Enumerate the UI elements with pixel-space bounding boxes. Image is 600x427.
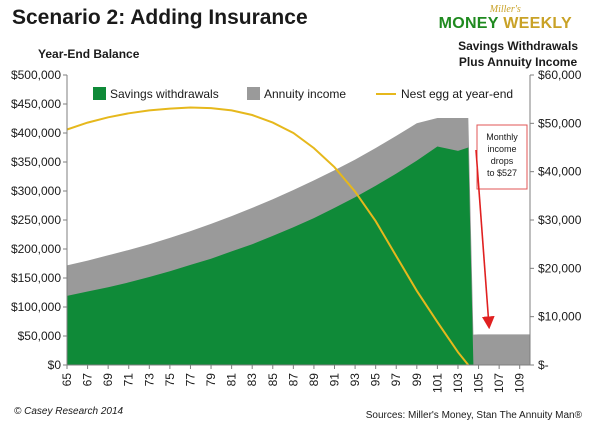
x-tick-label: 87 xyxy=(286,373,300,387)
left-tick-label: $500,000 xyxy=(11,68,61,82)
left-tick-label: $100,000 xyxy=(11,300,61,314)
left-tick-label: $200,000 xyxy=(11,242,61,256)
x-tick-label: 71 xyxy=(122,373,136,387)
x-tick-label: 107 xyxy=(492,373,506,393)
left-tick-label: $400,000 xyxy=(11,126,61,140)
logo-word-money: MONEY xyxy=(438,15,499,32)
x-tick-label: 79 xyxy=(204,373,218,387)
tick-labels: $500,000 $450,000 $400,000 $350,000 $300,000… xyxy=(11,68,582,393)
right-tick-label: $- xyxy=(538,358,549,372)
plot-area xyxy=(66,75,530,366)
legend-swatch-savings xyxy=(93,87,106,100)
x-tick-label: 97 xyxy=(389,373,403,387)
legend-label-nest-egg: Nest egg at year-end xyxy=(401,87,513,101)
callout-box xyxy=(476,124,528,190)
x-tick-label: 89 xyxy=(307,373,321,387)
brand-logo: Miller's MONEY WEEKLY xyxy=(439,4,572,33)
x-tick-label: 109 xyxy=(513,373,527,393)
legend: Savings withdrawals Annuity income Nest eg… xyxy=(93,87,513,101)
x-tick-label: 105 xyxy=(472,373,486,393)
legend-label-savings: Savings withdrawals xyxy=(110,87,219,101)
callout: Monthly income drops to $527 xyxy=(475,124,528,330)
right-tick-label: $20,000 xyxy=(538,261,582,275)
callout-text-line: Monthly xyxy=(486,132,518,142)
right-tick-label: $30,000 xyxy=(538,213,582,227)
x-tick-label: 91 xyxy=(328,373,342,387)
right-tick-label: $50,000 xyxy=(538,116,582,130)
x-tick-label: 83 xyxy=(245,373,259,387)
x-tick-label: 69 xyxy=(101,373,115,387)
x-tick-label: 75 xyxy=(163,373,177,387)
left-tick-label: $50,000 xyxy=(18,329,62,343)
right-axis-title-line-2: Plus Annuity Income xyxy=(458,55,578,69)
right-axis-title: Savings Withdrawals Plus Annuity Income xyxy=(458,38,578,70)
x-tick-label: 85 xyxy=(266,373,280,387)
x-tick-label: 103 xyxy=(451,373,465,393)
x-tick-label: 65 xyxy=(60,373,74,387)
x-tick-label: 93 xyxy=(348,373,362,387)
logo-main-text: MONEY WEEKLY xyxy=(439,15,572,33)
right-tick-label: $60,000 xyxy=(538,68,582,82)
x-tick-label: 101 xyxy=(430,373,444,393)
callout-arrow xyxy=(475,149,495,330)
left-tick-label: $150,000 xyxy=(11,271,61,285)
left-tick-label: $250,000 xyxy=(11,213,61,227)
left-tick-label: $0 xyxy=(48,358,62,372)
left-tick-label: $300,000 xyxy=(11,184,61,198)
left-tick-label: $450,000 xyxy=(11,97,61,111)
legend-label-annuity: Annuity income xyxy=(264,87,346,101)
right-tick-label: $10,000 xyxy=(538,310,582,324)
callout-text-line: drops xyxy=(491,156,514,166)
copyright-text: © Casey Research 2014 xyxy=(14,406,124,417)
chart-title: Scenario 2: Adding Insurance xyxy=(12,6,308,29)
callout-text-line: income xyxy=(487,144,516,154)
x-tick-label: 99 xyxy=(410,373,424,387)
x-tick-label: 81 xyxy=(225,373,239,387)
left-axis-title: Year-End Balance xyxy=(38,47,140,61)
x-tick-label: 77 xyxy=(183,373,197,387)
legend-swatch-annuity xyxy=(247,87,260,100)
series-savings-withdrawals-area xyxy=(67,146,474,365)
x-tick-label: 73 xyxy=(142,373,156,387)
right-axis-title-line-1: Savings Withdrawals xyxy=(458,39,578,53)
logo-word-weekly: WEEKLY xyxy=(503,15,572,32)
x-tick-label: 95 xyxy=(369,373,383,387)
right-tick-label: $40,000 xyxy=(538,165,582,179)
sources-text: Sources: Miller's Money, Stan The Annuit… xyxy=(365,410,582,421)
x-tick-label: 67 xyxy=(81,373,95,387)
logo-top-text: Miller's xyxy=(489,4,521,15)
callout-text-line: to $527 xyxy=(487,168,517,178)
left-tick-label: $350,000 xyxy=(11,155,61,169)
series-nest-egg-line xyxy=(66,106,470,366)
axes xyxy=(63,74,534,369)
